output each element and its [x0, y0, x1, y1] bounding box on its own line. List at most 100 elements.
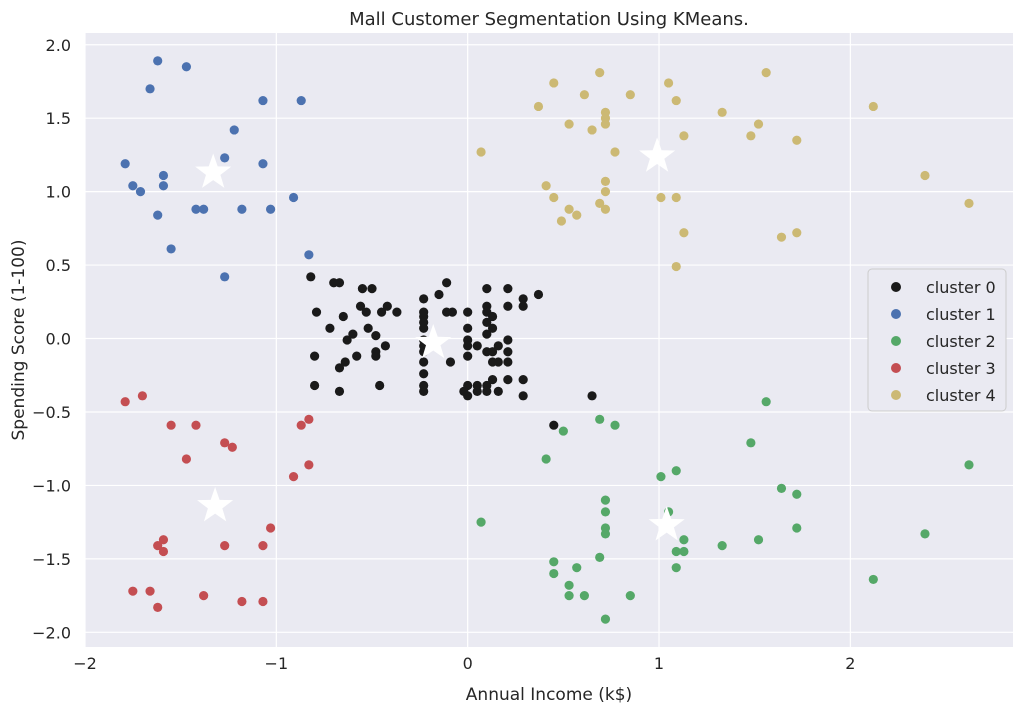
data-point-cluster-0	[587, 391, 597, 401]
y-tick-label: −0.5	[32, 403, 71, 422]
data-point-cluster-4	[549, 78, 559, 88]
data-point-cluster-4	[587, 125, 597, 135]
legend-label-cluster-1: cluster 1	[926, 305, 996, 324]
data-point-cluster-2	[600, 529, 611, 539]
data-point-cluster-0	[482, 283, 492, 294]
data-point-cluster-4	[663, 78, 674, 88]
data-point-cluster-1	[229, 125, 239, 135]
data-point-cluster-2	[600, 495, 611, 505]
data-point-cluster-4	[671, 95, 681, 106]
data-point-cluster-0	[419, 323, 429, 333]
legend-label-cluster-3: cluster 3	[926, 359, 996, 378]
data-point-cluster-3	[227, 442, 237, 452]
data-point-cluster-0	[442, 278, 452, 288]
data-point-cluster-0	[503, 335, 513, 345]
data-point-cluster-0	[518, 375, 528, 385]
data-point-cluster-4	[679, 228, 689, 238]
data-point-cluster-0	[375, 380, 385, 391]
y-tick-label: 0.0	[46, 330, 71, 349]
data-point-cluster-4	[920, 170, 930, 181]
data-point-cluster-3	[220, 438, 230, 448]
data-point-cluster-4	[564, 119, 574, 129]
data-point-cluster-0	[434, 289, 444, 300]
data-point-cluster-0	[338, 311, 348, 322]
data-point-cluster-0	[503, 347, 513, 357]
data-point-cluster-0	[463, 323, 473, 333]
data-point-cluster-0	[472, 386, 482, 397]
legend-marker-cluster-3	[891, 363, 901, 373]
data-point-cluster-2	[753, 535, 764, 545]
data-point-cluster-3	[181, 454, 192, 464]
data-point-cluster-2	[717, 541, 727, 551]
data-point-cluster-0	[340, 357, 350, 367]
data-point-cluster-0	[382, 301, 392, 311]
legend-label-cluster-2: cluster 2	[926, 332, 996, 351]
y-tick-label: 1.5	[46, 109, 71, 128]
data-point-cluster-2	[600, 507, 611, 517]
data-point-cluster-0	[549, 420, 559, 430]
data-point-cluster-0	[482, 317, 492, 327]
data-point-cluster-0	[310, 351, 320, 361]
data-point-cluster-0	[357, 283, 368, 294]
centroid-star	[197, 486, 234, 522]
data-point-cluster-2	[541, 454, 551, 464]
data-point-cluster-3	[237, 596, 247, 607]
data-point-cluster-0	[334, 386, 345, 397]
legend-marker-cluster-0	[891, 282, 901, 292]
data-point-cluster-2	[679, 546, 689, 557]
data-point-cluster-0	[503, 357, 513, 367]
data-point-cluster-0	[482, 386, 492, 397]
data-point-cluster-0	[503, 375, 513, 385]
data-point-cluster-1	[158, 181, 169, 191]
data-point-cluster-1	[258, 159, 268, 169]
x-tick-label: 0	[463, 654, 473, 673]
data-point-cluster-0	[419, 369, 429, 379]
data-point-cluster-2	[600, 614, 611, 624]
data-point-cluster-2	[746, 438, 756, 448]
data-point-cluster-0	[392, 307, 402, 317]
data-point-cluster-0	[463, 341, 473, 351]
data-point-cluster-4	[792, 135, 802, 145]
data-point-cluster-2	[558, 426, 568, 436]
data-point-cluster-1	[199, 204, 209, 214]
centroid-star	[648, 506, 685, 541]
x-axis-label: Annual Income (k$)	[466, 685, 632, 705]
data-point-cluster-4	[600, 119, 611, 129]
data-point-cluster-0	[367, 283, 377, 294]
data-point-cluster-2	[671, 563, 681, 573]
data-point-cluster-1	[158, 170, 169, 181]
data-point-cluster-4	[564, 204, 574, 214]
data-point-cluster-1	[191, 204, 201, 214]
data-point-cluster-4	[541, 181, 551, 191]
data-point-cluster-0	[334, 278, 345, 288]
data-point-cluster-3	[128, 586, 138, 596]
data-point-cluster-4	[600, 187, 611, 197]
data-point-cluster-2	[792, 489, 802, 499]
data-point-cluster-2	[610, 420, 620, 430]
data-point-cluster-0	[518, 301, 528, 311]
data-point-cluster-1	[258, 95, 268, 106]
data-point-cluster-2	[679, 535, 689, 545]
data-point-cluster-0	[311, 307, 322, 317]
data-point-cluster-2	[761, 397, 771, 407]
y-tick-label: −1.5	[32, 550, 71, 569]
data-point-cluster-0	[380, 341, 391, 351]
data-point-cluster-0	[518, 391, 528, 401]
data-point-cluster-0	[533, 289, 544, 300]
y-tick-label: 0.5	[46, 256, 71, 275]
data-point-cluster-4	[595, 68, 605, 78]
data-point-cluster-0	[503, 283, 513, 294]
x-tick-label: 1	[654, 654, 664, 673]
data-point-cluster-1	[266, 204, 276, 214]
data-point-cluster-1	[220, 153, 230, 163]
data-point-cluster-1	[304, 250, 314, 260]
data-point-cluster-0	[493, 386, 503, 397]
data-point-cluster-0	[419, 357, 429, 367]
data-point-cluster-4	[579, 90, 589, 100]
data-point-cluster-0	[459, 386, 469, 397]
data-point-cluster-4	[556, 216, 567, 226]
data-point-cluster-0	[363, 323, 373, 333]
data-point-cluster-1	[237, 204, 247, 214]
data-point-cluster-0	[493, 341, 503, 351]
data-point-cluster-2	[564, 590, 574, 601]
